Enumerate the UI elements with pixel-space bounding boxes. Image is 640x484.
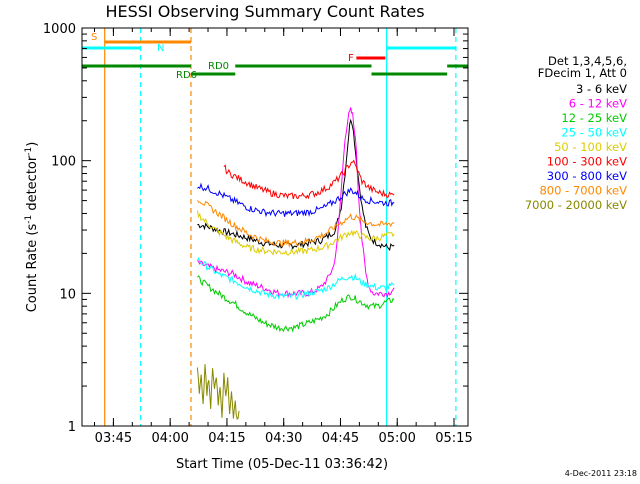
y-tick-label-1: 10 bbox=[59, 287, 76, 302]
y-axis-label-exp2: -1 bbox=[24, 147, 34, 156]
legend-entry-7: 800 - 7000 keV bbox=[539, 184, 627, 198]
y-axis-label-mid: detector bbox=[25, 155, 40, 215]
series-line-7 bbox=[196, 200, 395, 248]
series-line-1 bbox=[196, 107, 395, 299]
series-line-6 bbox=[197, 182, 395, 218]
x-tick-label-5: 05:00 bbox=[378, 431, 415, 446]
x-tick-label-0: 03:45 bbox=[95, 431, 132, 446]
legend-entry-6: 300 - 800 keV bbox=[547, 169, 627, 183]
x-tick-label-4: 04:45 bbox=[322, 431, 359, 446]
x-tick-label-3: 04:30 bbox=[265, 431, 302, 446]
legend-entry-5: 100 - 300 keV bbox=[547, 155, 627, 169]
flag-label-rd6: RD6 bbox=[176, 70, 197, 81]
y-tick-label-3: 1000 bbox=[43, 22, 76, 37]
plot-frame bbox=[81, 27, 469, 427]
y-tick-label-0: 1 bbox=[68, 420, 76, 435]
x-tick-label-1: 04:00 bbox=[151, 431, 188, 446]
axes: 03:45 04:00 04:15 04:30 04:45 05:00 05:15 1 10 10… bbox=[43, 22, 473, 446]
legend-entry-2: 12 - 25 keV bbox=[561, 111, 627, 125]
legend-entry-0: 3 - 6 keV bbox=[576, 82, 627, 96]
series-line-5 bbox=[223, 159, 395, 200]
flag-label-n: N bbox=[157, 43, 164, 54]
y-axis-label-main: Count Rate (s bbox=[25, 224, 40, 313]
timestamp-stamp: 4-Dec-2011 23:18 bbox=[565, 469, 637, 478]
legend-header-2: FDecim 1, Att 0 bbox=[538, 66, 627, 80]
legend-entry-8: 7000 - 20000 keV bbox=[525, 198, 627, 212]
x-axis-label: Start Time (05-Dec-11 03:36:42) bbox=[176, 457, 388, 472]
legend: Det 1,3,4,5,6, FDecim 1, Att 0 3 - 6 keV… bbox=[525, 54, 627, 212]
y-tick-label-2: 100 bbox=[51, 155, 76, 170]
x-tick-label-6: 05:15 bbox=[435, 431, 472, 446]
flag-label-f: F bbox=[348, 53, 354, 64]
flag-label-rd0: RD0 bbox=[208, 61, 229, 72]
legend-entry-1: 6 - 12 keV bbox=[569, 97, 627, 111]
plot-area: S N F RD0 RD6 bbox=[82, 28, 468, 426]
legend-entry-3: 25 - 50 keV bbox=[561, 126, 627, 140]
legend-entry-4: 50 - 100 keV bbox=[554, 140, 627, 154]
series-line-3 bbox=[196, 256, 395, 300]
series-line-4 bbox=[196, 210, 395, 256]
flag-label-s: S bbox=[91, 32, 97, 43]
legend-header-1: Det 1,3,4,5,6, bbox=[548, 54, 627, 68]
x-tick-label-2: 04:15 bbox=[208, 431, 245, 446]
y-axis-label: Count Rate (s-1 detector-1) bbox=[24, 142, 40, 313]
chart-title: HESSI Observing Summary Count Rates bbox=[105, 2, 424, 21]
series-line-2 bbox=[197, 275, 395, 333]
series-line-8 bbox=[196, 364, 240, 420]
series-line-0 bbox=[197, 118, 395, 252]
y-axis-label-end: ) bbox=[25, 142, 40, 147]
y-axis-label-exp1: -1 bbox=[24, 215, 34, 224]
